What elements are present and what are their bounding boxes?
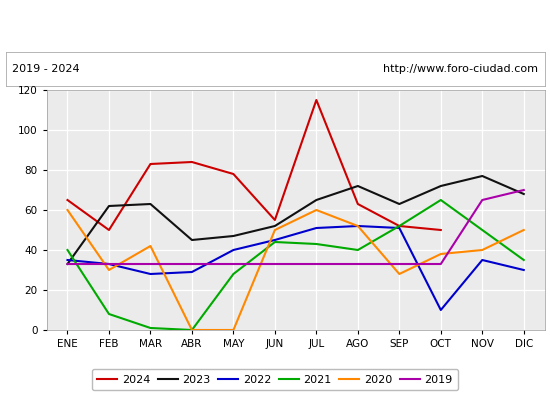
2019 — [272, 262, 278, 266]
2019 — [147, 262, 154, 266]
2022 — [520, 268, 527, 272]
2024 — [230, 172, 236, 176]
2024 — [189, 160, 195, 164]
Line: 2019: 2019 — [68, 190, 524, 264]
2023 — [355, 184, 361, 188]
2022 — [189, 270, 195, 274]
2022 — [272, 238, 278, 242]
2020 — [355, 224, 361, 228]
2023 — [313, 198, 320, 202]
2019 — [437, 262, 444, 266]
2024 — [64, 198, 71, 202]
2022 — [230, 248, 236, 252]
2024 — [313, 98, 320, 102]
2019 — [64, 262, 71, 266]
2023 — [189, 238, 195, 242]
2023 — [396, 202, 403, 206]
2019 — [396, 262, 403, 266]
2020 — [437, 252, 444, 256]
2020 — [479, 248, 486, 252]
2021 — [230, 272, 236, 276]
2023 — [479, 174, 486, 178]
2021 — [479, 228, 486, 232]
2022 — [479, 258, 486, 262]
Text: 2019 - 2024: 2019 - 2024 — [12, 64, 80, 74]
2022 — [64, 258, 71, 262]
2020 — [106, 268, 112, 272]
2019 — [520, 188, 527, 192]
2019 — [313, 262, 320, 266]
2019 — [230, 262, 236, 266]
2023 — [106, 204, 112, 208]
2020 — [189, 328, 195, 332]
2023 — [147, 202, 154, 206]
Line: 2022: 2022 — [68, 226, 524, 310]
2022 — [313, 226, 320, 230]
2021 — [272, 240, 278, 244]
Line: 2021: 2021 — [68, 200, 524, 330]
2021 — [313, 242, 320, 246]
2020 — [147, 244, 154, 248]
2023 — [230, 234, 236, 238]
2024 — [272, 218, 278, 222]
2021 — [520, 258, 527, 262]
2023 — [64, 262, 71, 266]
Line: 2023: 2023 — [68, 176, 524, 264]
2022 — [437, 308, 444, 312]
Text: Evolucion Nº Turistas Extranjeros en el municipio de El Romeral: Evolucion Nº Turistas Extranjeros en el … — [55, 18, 495, 32]
2023 — [520, 192, 527, 196]
2023 — [272, 224, 278, 228]
2021 — [396, 224, 403, 228]
2021 — [355, 248, 361, 252]
2021 — [64, 248, 71, 252]
Line: 2024: 2024 — [68, 100, 441, 230]
2021 — [189, 328, 195, 332]
2023 — [437, 184, 444, 188]
2019 — [355, 262, 361, 266]
2019 — [189, 262, 195, 266]
2022 — [355, 224, 361, 228]
2020 — [230, 328, 236, 332]
2021 — [147, 326, 154, 330]
2024 — [355, 202, 361, 206]
2022 — [396, 226, 403, 230]
Legend: 2024, 2023, 2022, 2021, 2020, 2019: 2024, 2023, 2022, 2021, 2020, 2019 — [92, 369, 458, 390]
2020 — [272, 228, 278, 232]
2024 — [396, 224, 403, 228]
Text: http://www.foro-ciudad.com: http://www.foro-ciudad.com — [383, 64, 538, 74]
Line: 2020: 2020 — [68, 210, 524, 330]
2020 — [313, 208, 320, 212]
2019 — [479, 198, 486, 202]
2021 — [437, 198, 444, 202]
2024 — [106, 228, 112, 232]
2020 — [396, 272, 403, 276]
2022 — [147, 272, 154, 276]
2020 — [520, 228, 527, 232]
2022 — [106, 262, 112, 266]
2019 — [106, 262, 112, 266]
2024 — [437, 228, 444, 232]
2024 — [147, 162, 154, 166]
2020 — [64, 208, 71, 212]
2021 — [106, 312, 112, 316]
